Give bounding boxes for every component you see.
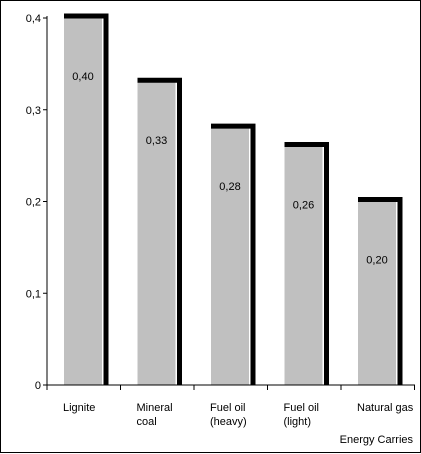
- y-tick-label: 0,1: [26, 288, 41, 300]
- bar-edge: [358, 197, 403, 385]
- category-label: Fuel oil (light): [284, 402, 319, 428]
- data-label: 0,26: [293, 199, 314, 211]
- y-tick-label: 0: [35, 380, 41, 392]
- bar-edge: [137, 77, 182, 385]
- bars-layer: [64, 13, 403, 385]
- data-label: 0,28: [219, 181, 240, 193]
- bar: [358, 201, 396, 385]
- bar-edge: [211, 123, 256, 385]
- bar-edge: [284, 141, 329, 385]
- category-label: Natural gas: [357, 402, 414, 414]
- data-label: 0,20: [366, 255, 387, 267]
- category-label: Mineral coal: [137, 402, 173, 428]
- y-tick-label: 0,4: [26, 13, 41, 25]
- bar: [211, 128, 249, 385]
- bar: [284, 146, 323, 385]
- x-axis-label: Energy Carries: [340, 434, 414, 446]
- category-label: Fuel oil (heavy): [210, 402, 247, 428]
- bar: [64, 18, 102, 385]
- data-label: 0,40: [72, 71, 93, 83]
- y-tick-label: 0,2: [26, 197, 41, 209]
- category-label: Lignite: [63, 402, 95, 414]
- axes-layer: [43, 16, 415, 390]
- bar: [137, 82, 176, 385]
- bar-edge: [64, 13, 109, 385]
- y-tick-label: 0,3: [26, 105, 41, 117]
- data-label: 0,33: [146, 135, 167, 147]
